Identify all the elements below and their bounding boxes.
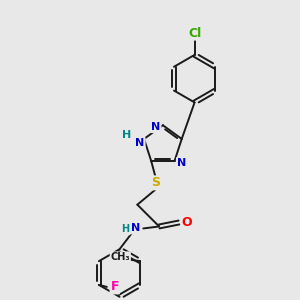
Text: N: N [151,122,160,132]
Text: N: N [177,158,186,168]
Text: CH₃: CH₃ [110,252,130,262]
Text: H: H [122,130,131,140]
Text: O: O [182,216,192,229]
Text: N: N [135,138,145,148]
Text: N: N [131,224,140,233]
Text: S: S [151,176,160,189]
Text: Cl: Cl [188,27,201,40]
Text: F: F [110,280,119,293]
Text: H: H [122,224,130,234]
